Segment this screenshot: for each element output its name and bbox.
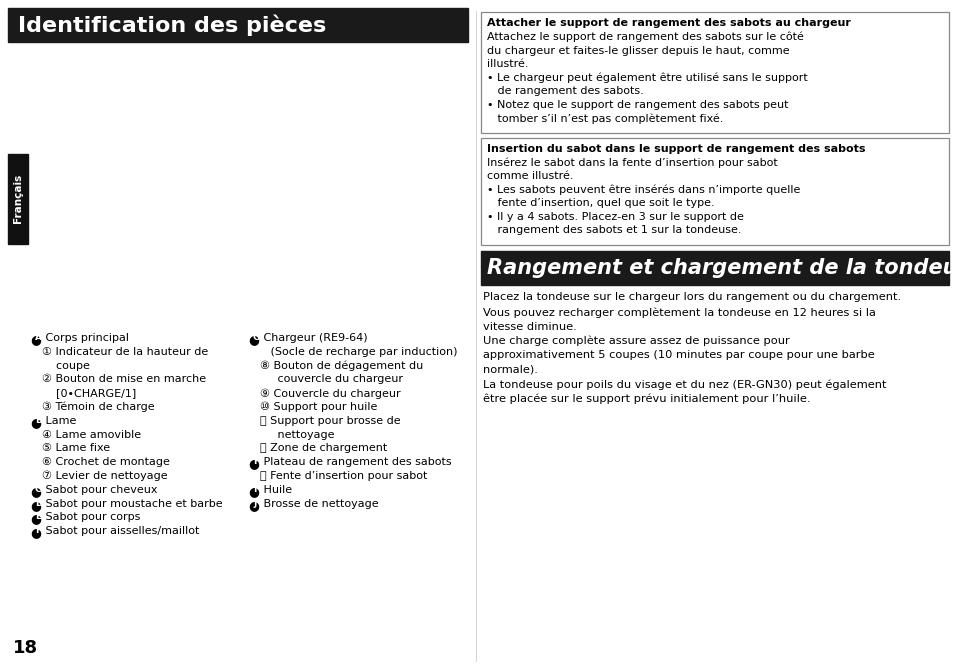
Text: ④ Lame amovible: ④ Lame amovible — [42, 429, 141, 440]
Text: ●: ● — [248, 499, 258, 511]
Text: 18: 18 — [13, 639, 38, 657]
Text: fente d’insertion, quel que soit le type.: fente d’insertion, quel que soit le type… — [486, 198, 714, 208]
Text: Vous pouvez recharger complètement la tondeuse en 12 heures si la: Vous pouvez recharger complètement la to… — [482, 307, 875, 317]
Text: Sabot pour cheveux: Sabot pour cheveux — [42, 485, 157, 495]
Text: Placez la tondeuse sur le chargeur lors du rangement ou du chargement.: Placez la tondeuse sur le chargeur lors … — [482, 293, 901, 303]
Bar — [480, 12, 948, 132]
Text: La tondeuse pour poils du visage et du nez (ER-GN30) peut également: La tondeuse pour poils du visage et du n… — [482, 380, 885, 390]
Text: A: A — [35, 333, 42, 342]
Text: nettoyage: nettoyage — [260, 429, 335, 440]
Text: illustré.: illustré. — [486, 59, 528, 69]
Text: • Le chargeur peut également être utilisé sans le support: • Le chargeur peut également être utilis… — [486, 72, 807, 83]
Text: ●: ● — [30, 416, 41, 429]
Text: Attacher le support de rangement des sabots au chargeur: Attacher le support de rangement des sab… — [486, 18, 850, 28]
Text: • Les sabots peuvent être insérés dans n’importe quelle: • Les sabots peuvent être insérés dans n… — [486, 185, 800, 195]
Text: ⑥ Crochet de montage: ⑥ Crochet de montage — [42, 457, 170, 467]
Text: rangement des sabots et 1 sur la tondeuse.: rangement des sabots et 1 sur la tondeus… — [486, 225, 740, 235]
Text: Français: Français — [13, 174, 23, 223]
Text: G: G — [253, 333, 260, 342]
Text: ●: ● — [30, 499, 41, 511]
Text: Sabot pour aisselles/maillot: Sabot pour aisselles/maillot — [42, 526, 199, 536]
Text: ●: ● — [248, 457, 258, 470]
Text: Brosse de nettoyage: Brosse de nettoyage — [260, 499, 378, 509]
Text: • Il y a 4 sabots. Placez-en 3 sur le support de: • Il y a 4 sabots. Placez-en 3 sur le su… — [486, 211, 743, 221]
Text: D: D — [35, 499, 43, 507]
Text: ⑤ Lame fixe: ⑤ Lame fixe — [42, 444, 110, 454]
Text: ●: ● — [30, 333, 41, 346]
Text: J: J — [253, 499, 256, 507]
Text: E: E — [35, 513, 41, 521]
Text: C: C — [35, 485, 42, 494]
Text: couvercle du chargeur: couvercle du chargeur — [260, 374, 402, 384]
Text: [0•CHARGE/1]: [0•CHARGE/1] — [42, 389, 136, 398]
Text: ⑫ Zone de chargement: ⑫ Zone de chargement — [260, 444, 387, 454]
Text: Corps principal: Corps principal — [42, 333, 129, 343]
Text: Huile: Huile — [260, 485, 292, 495]
Text: Identification des pièces: Identification des pièces — [18, 14, 326, 36]
Text: ●: ● — [248, 333, 258, 346]
Text: Rangement et chargement de la tondeuse: Rangement et chargement de la tondeuse — [486, 258, 953, 278]
Text: vitesse diminue.: vitesse diminue. — [482, 321, 577, 331]
Text: • Notez que le support de rangement des sabots peut: • Notez que le support de rangement des … — [486, 99, 788, 109]
Text: Insérez le sabot dans la fente d’insertion pour sabot: Insérez le sabot dans la fente d’inserti… — [486, 158, 777, 168]
Text: comme illustré.: comme illustré. — [486, 171, 573, 181]
Text: F: F — [35, 526, 41, 535]
Text: approximativement 5 coupes (10 minutes par coupe pour une barbe: approximativement 5 coupes (10 minutes p… — [482, 350, 874, 360]
Bar — [8, 8, 468, 42]
Text: tomber s’il n’est pas complètement fixé.: tomber s’il n’est pas complètement fixé. — [486, 113, 722, 123]
Text: ●: ● — [30, 513, 41, 525]
Text: Lame: Lame — [42, 416, 76, 426]
Text: être placée sur le support prévu initialement pour l’huile.: être placée sur le support prévu initial… — [482, 394, 810, 405]
Text: de rangement des sabots.: de rangement des sabots. — [486, 86, 643, 96]
Bar — [8, 154, 28, 244]
Text: coupe: coupe — [42, 360, 90, 370]
Text: ⑪ Support pour brosse de: ⑪ Support pour brosse de — [260, 416, 400, 426]
Text: ●: ● — [30, 526, 41, 539]
Text: Attachez le support de rangement des sabots sur le côté: Attachez le support de rangement des sab… — [486, 32, 803, 42]
Text: Insertion du sabot dans le support de rangement des sabots: Insertion du sabot dans le support de ra… — [486, 144, 864, 154]
Text: ⑨ Couvercle du chargeur: ⑨ Couvercle du chargeur — [260, 389, 400, 399]
Text: Sabot pour corps: Sabot pour corps — [42, 513, 140, 523]
Text: ●: ● — [248, 485, 258, 498]
Bar — [480, 138, 948, 244]
Text: ⑧ Bouton de dégagement du: ⑧ Bouton de dégagement du — [260, 360, 423, 371]
Text: Sabot pour moustache et barbe: Sabot pour moustache et barbe — [42, 499, 222, 509]
Text: Une charge complète assure assez de puissance pour: Une charge complète assure assez de puis… — [482, 336, 789, 346]
Bar — [480, 250, 948, 285]
Text: ① Indicateur de la hauteur de: ① Indicateur de la hauteur de — [42, 347, 208, 357]
Text: ⑩ Support pour huile: ⑩ Support pour huile — [260, 402, 377, 413]
Text: ③ Témoin de charge: ③ Témoin de charge — [42, 402, 154, 413]
Text: Chargeur (RE9-64): Chargeur (RE9-64) — [260, 333, 367, 343]
Text: (Socle de recharge par induction): (Socle de recharge par induction) — [260, 347, 457, 357]
Text: Plateau de rangement des sabots: Plateau de rangement des sabots — [260, 457, 451, 467]
Text: ●: ● — [30, 485, 41, 498]
Text: H: H — [253, 457, 260, 466]
Text: du chargeur et faites-le glisser depuis le haut, comme: du chargeur et faites-le glisser depuis … — [486, 46, 789, 56]
Text: ⑦ Levier de nettoyage: ⑦ Levier de nettoyage — [42, 471, 168, 481]
Text: ⑬ Fente d’insertion pour sabot: ⑬ Fente d’insertion pour sabot — [260, 471, 427, 481]
Text: I: I — [253, 485, 256, 494]
Text: normale).: normale). — [482, 365, 537, 375]
Text: B: B — [35, 416, 42, 425]
Text: ② Bouton de mise en marche: ② Bouton de mise en marche — [42, 374, 206, 384]
